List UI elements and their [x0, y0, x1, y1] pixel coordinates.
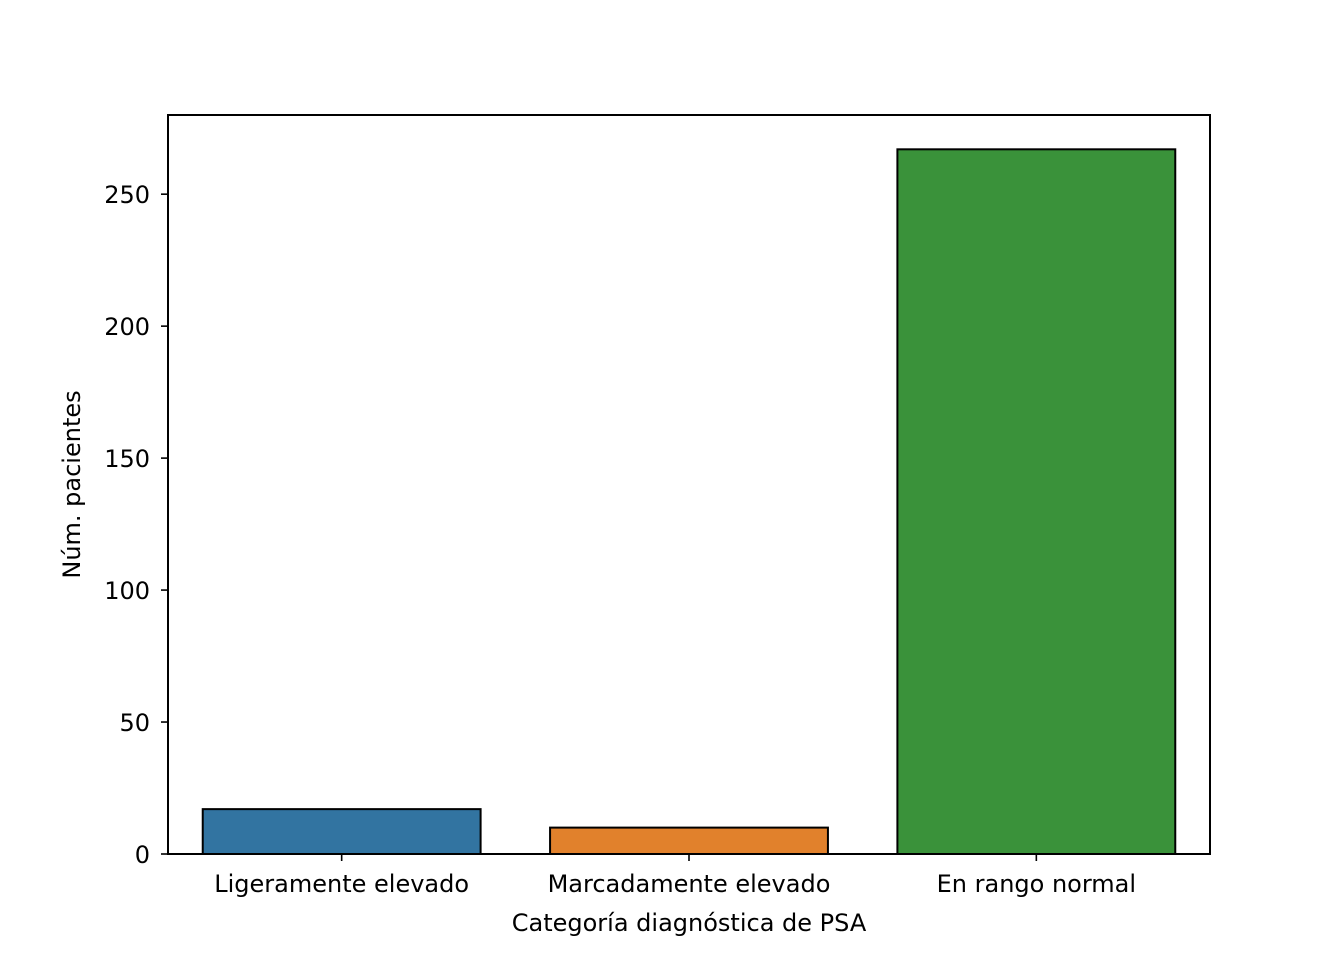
y-axis-label: Núm. pacientes [58, 390, 86, 578]
y-axis-ticks: 0 50 100 150 200 250 [104, 181, 168, 869]
bars [201, 148, 1177, 855]
y-tick-label: 100 [104, 577, 150, 605]
plot-frame [167, 114, 1211, 855]
y-tick-label: 250 [104, 181, 150, 209]
x-tick-label: Ligeramente elevado [214, 870, 469, 898]
bar-2 [549, 826, 829, 855]
y-tick-label: 0 [135, 841, 150, 869]
x-tick-label: En rango normal [937, 870, 1136, 898]
bar-3 [896, 148, 1177, 855]
y-tick-label: 200 [104, 313, 150, 341]
x-tick-label: Marcadamente elevado [548, 870, 831, 898]
y-tick-label: 150 [104, 445, 150, 473]
x-axis-label: Categoría diagnóstica de PSA [512, 909, 867, 937]
y-tick-label: 50 [119, 709, 150, 737]
x-axis-ticks: Ligeramente elevado Marcadamente elevado E… [214, 854, 1136, 898]
bar-1 [201, 808, 482, 855]
